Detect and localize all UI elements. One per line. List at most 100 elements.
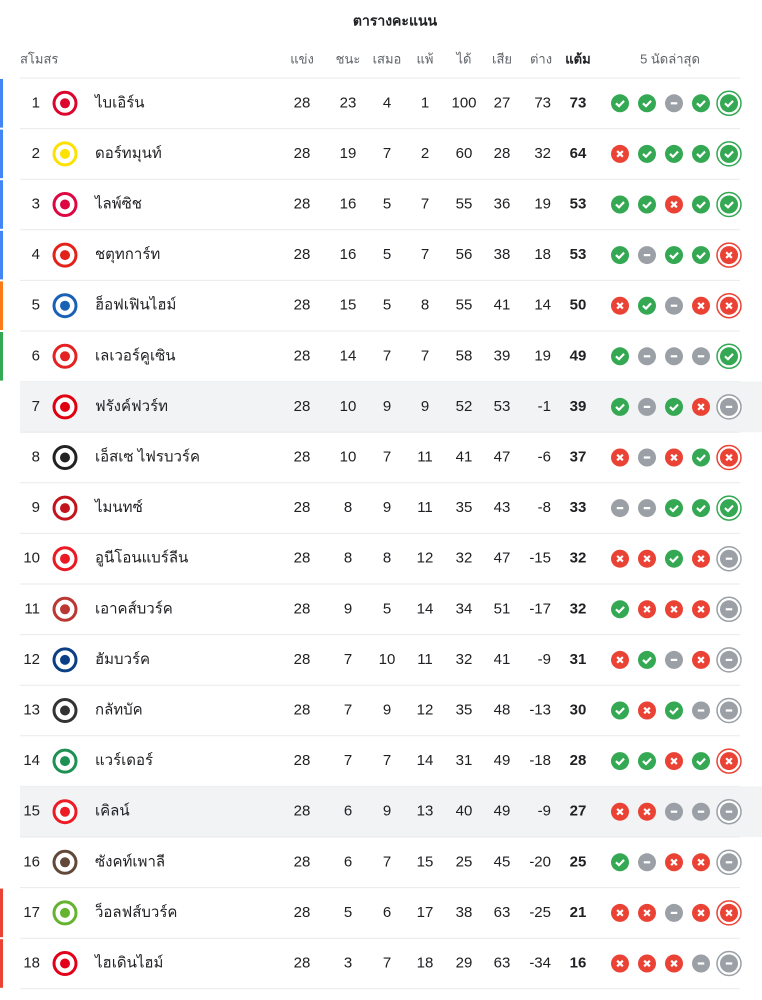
form-result (716, 292, 742, 319)
form-result (692, 296, 710, 315)
stat: 12 (417, 550, 434, 567)
stat: 5 (383, 246, 391, 263)
stat: 11 (417, 448, 433, 465)
form-icon (611, 94, 629, 113)
cross (697, 909, 705, 917)
form-icon (692, 144, 710, 163)
stat: 31 (456, 752, 473, 769)
team-row: 12 ฮัมบวร์ค 28 7 10 11 32 41 -9 31 (20, 647, 742, 686)
column-header: เสีย (492, 51, 512, 66)
rank: 8 (32, 448, 40, 465)
stat: 28 (494, 145, 511, 162)
form-result (716, 90, 742, 117)
check (669, 555, 679, 564)
team-crest-inner (60, 452, 70, 463)
stat: -6 (538, 448, 551, 465)
cross (643, 959, 651, 968)
check (724, 150, 734, 159)
check (724, 353, 734, 361)
zone-marker (0, 79, 3, 128)
stat: 6 (344, 803, 352, 820)
stat: 7 (383, 954, 391, 971)
form-result (611, 144, 629, 163)
cross (643, 808, 651, 816)
team-name: เคิลน์ (95, 803, 130, 820)
cross (670, 959, 678, 968)
stat: 28 (294, 853, 311, 870)
team-crest-inner (60, 503, 70, 514)
stat: 28 (294, 550, 311, 567)
form-icon (720, 94, 738, 113)
form-icon (638, 752, 656, 771)
team-name: ว็อลฟส์บวร์ค (95, 902, 177, 921)
cross (697, 858, 705, 866)
cross (616, 555, 624, 563)
check (615, 403, 625, 412)
check (615, 201, 625, 209)
stat: 5 (383, 600, 391, 617)
team-crest-inner (60, 250, 70, 261)
cross (670, 757, 678, 765)
cross (670, 200, 678, 209)
stat: 2 (421, 145, 429, 162)
stat: 15 (417, 853, 434, 870)
stat: 19 (534, 195, 551, 212)
check (696, 100, 706, 108)
stat: 28 (294, 904, 311, 921)
form-result (638, 701, 656, 720)
stat: -13 (529, 701, 551, 718)
form-result (716, 748, 742, 774)
stat: 64 (570, 145, 587, 162)
form-result (692, 246, 710, 265)
stat: 7 (383, 347, 391, 364)
zone-marker (0, 230, 3, 280)
team-crest-inner (60, 604, 70, 615)
stat: 14 (417, 600, 434, 617)
stat: 28 (570, 752, 587, 769)
column-header: แต้ม (565, 51, 590, 66)
team-name: เลเวอร์คูเซิน (95, 347, 176, 364)
form-result (665, 195, 683, 214)
form-result (716, 141, 742, 167)
form-icon (692, 499, 710, 518)
zone-marker (0, 281, 3, 330)
check (615, 859, 625, 867)
stat: 14 (534, 297, 551, 314)
form-result (665, 347, 683, 366)
stat: 7 (421, 195, 429, 212)
form-result (665, 954, 683, 973)
stat: 28 (294, 499, 311, 516)
stat: 28 (294, 651, 311, 668)
form-result (692, 397, 710, 416)
stat: 73 (570, 94, 587, 111)
check (642, 302, 652, 311)
stat: 43 (494, 499, 511, 516)
cross (670, 453, 678, 462)
form-result (611, 499, 629, 518)
cross (697, 302, 705, 310)
stat: 3 (344, 954, 352, 971)
stat: 100 (451, 94, 476, 111)
stat: 9 (421, 398, 429, 415)
cross (616, 453, 624, 462)
stat: 6 (383, 904, 391, 921)
stat: 11 (417, 499, 433, 516)
team-row: 3 ไลพ์ซิช 28 16 5 7 55 36 19 53 (0, 180, 742, 231)
stat: -9 (538, 651, 551, 668)
stat: 28 (294, 297, 311, 314)
form-result (716, 950, 742, 977)
rank: 6 (32, 347, 40, 364)
team-row: 7 ฟรังค์ฟวร์ท 28 10 9 9 52 53 -1 39 (20, 381, 762, 433)
team-name: อูนีโอนแบร์ลีน (95, 549, 188, 567)
stat: 49 (494, 803, 511, 820)
stat: 5 (344, 904, 352, 921)
check (669, 504, 679, 513)
form-result (716, 545, 742, 572)
form-result (692, 954, 710, 973)
form-result (692, 701, 710, 720)
stat: 28 (294, 398, 311, 415)
team-name: ฟรังค์ฟวร์ท (95, 398, 168, 415)
form-icon (692, 94, 710, 113)
form-icon (665, 701, 683, 720)
